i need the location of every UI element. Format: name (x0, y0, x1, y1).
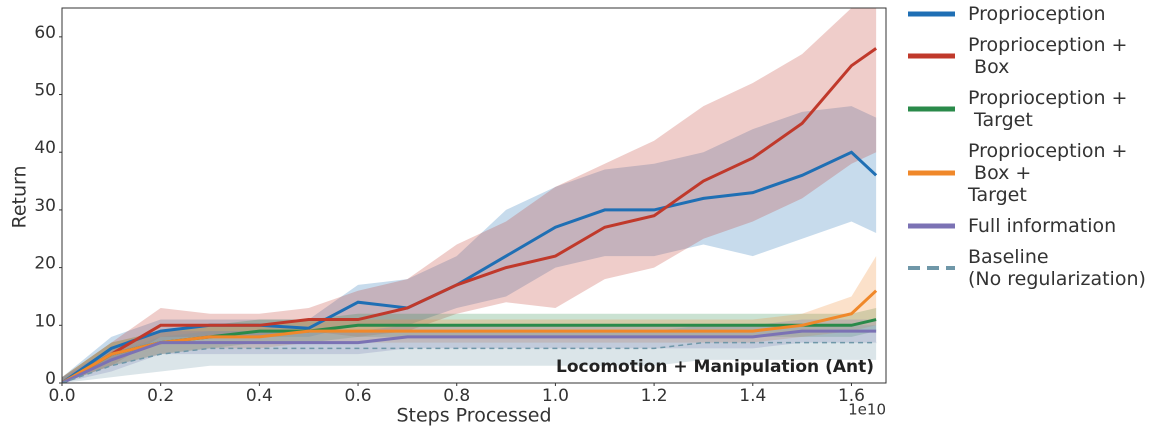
legend-line: Target (968, 109, 1033, 131)
legend-line: Full information (968, 215, 1116, 237)
x-tick-label: 1.4 (739, 386, 766, 406)
line (62, 47, 877, 383)
y-tick-label: 20 (34, 254, 56, 274)
y-tick-label: 40 (34, 138, 56, 158)
confidence-band (62, 106, 877, 383)
line (62, 329, 877, 383)
x-tick-label: 0.6 (345, 386, 372, 406)
legend-line: Proprioception + (968, 87, 1127, 109)
legend-line: (No regularization) (968, 268, 1146, 290)
x-tick-label: 1.2 (641, 386, 668, 406)
legend-label: Proprioception + Box + Target (967, 140, 1127, 206)
plot-frame (61, 7, 887, 384)
confidence-band (62, 325, 877, 383)
y-tick-label: 50 (34, 81, 56, 101)
legend-line: Proprioception (968, 3, 1106, 25)
line (62, 289, 878, 383)
legend-line: Box + (968, 162, 1031, 184)
x-axis-label: Steps Processed (396, 405, 551, 427)
legend-label: Full information (968, 215, 1116, 237)
legend-line: Proprioception + (968, 34, 1127, 56)
legend-line: Target (967, 184, 1027, 206)
legend-label: Proprioception (968, 3, 1106, 25)
legend-line: Proprioception + (968, 140, 1127, 162)
y-tick-label: 0 (45, 369, 56, 389)
legend-line: Box (968, 56, 1009, 78)
legend-label: Proprioception + Target (968, 87, 1127, 131)
legend-label: Baseline (No regularization) (968, 246, 1146, 290)
y-axis-label: Return (9, 165, 31, 228)
plot (62, 8, 878, 383)
x-tick-label: 0.8 (443, 386, 470, 406)
x-tick-label: 0.0 (48, 386, 75, 406)
x-tick-label: 1.6 (838, 386, 865, 406)
legend-line: Baseline (968, 246, 1049, 268)
y-tick-label: 30 (34, 196, 56, 216)
y-tick-label: 10 (34, 311, 56, 331)
legend-label: Proprioception + Box (968, 34, 1127, 78)
line (62, 341, 877, 383)
confidence-band (62, 256, 877, 383)
x-offset-label: 1e10 (848, 401, 886, 419)
x-tick-label: 0.4 (246, 386, 273, 406)
x-tick-label: 0.2 (147, 386, 174, 406)
annotation: Locomotion + Manipulation (Ant) (556, 357, 874, 377)
y-tick-label: 60 (34, 23, 56, 43)
x-tick-label: 1.0 (542, 386, 569, 406)
